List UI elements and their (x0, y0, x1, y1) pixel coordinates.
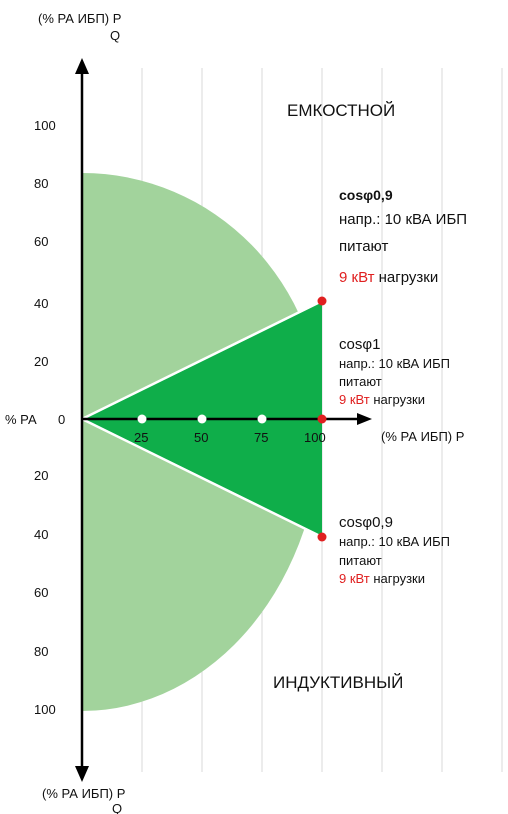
note-middle-line2: питают (339, 374, 382, 389)
y-axis-top-label-line1: (% РА ИБП) P (38, 11, 121, 26)
note-upper-line1: напр.: 10 кВА ИБП (339, 211, 467, 228)
y-axis-bottom-label-line2: Q (112, 801, 122, 814)
note-lower-rest: нагрузки (373, 571, 425, 586)
note-upper-head: cosφ0,9 (339, 187, 393, 203)
cosphi-line-upper (81, 299, 323, 421)
cosphi-line-lower (81, 417, 323, 539)
y-tick-upper-20: 20 (34, 354, 48, 369)
x-tick-50: 50 (194, 430, 208, 445)
marker-100 (317, 414, 327, 424)
note-lower-head: cosφ0,9 (339, 514, 393, 531)
region-capacitive: ЕМКОСТНОЙ (287, 101, 395, 120)
y-tick-lower-40: 40 (34, 527, 48, 542)
marker-lower-limit (317, 532, 327, 542)
note-upper-rest: нагрузки (379, 269, 439, 286)
note-upper-line2: питают (339, 238, 388, 255)
note-middle-rest: нагрузки (373, 392, 425, 407)
note-lower-line3: 9 кВт нагрузки (339, 571, 425, 586)
y-axis-arrow-up (75, 58, 89, 74)
note-middle-line3: 9 кВт нагрузки (339, 392, 425, 407)
note-lower-red: 9 кВт (339, 571, 370, 586)
note-middle-line1: напр.: 10 кВА ИБП (339, 356, 450, 371)
note-middle: cosφ1 напр.: 10 кВА ИБП питают 9 кВт наг… (339, 336, 450, 407)
x-tick-25: 25 (134, 430, 148, 445)
y-tick-lower-100: 100 (34, 702, 56, 717)
note-upper-red: 9 кВт (339, 269, 375, 286)
origin-label: % РА (5, 412, 37, 427)
note-middle-red: 9 кВт (339, 392, 370, 407)
marker-25 (137, 414, 147, 424)
x-axis-label: (% РА ИБП) P (381, 429, 464, 444)
y-tick-upper-40: 40 (34, 296, 48, 311)
marker-upper-limit (317, 296, 327, 306)
y-tick-lower-20: 20 (34, 468, 48, 483)
x-tick-75: 75 (254, 430, 268, 445)
note-upper-line3: 9 кВт нагрузки (339, 269, 438, 286)
y-tick-upper-80: 80 (34, 176, 48, 191)
marker-50 (197, 414, 207, 424)
note-middle-head: cosφ1 (339, 336, 380, 353)
y-axis-arrow-down (75, 766, 89, 782)
y-axis-top-label-line2: Q (110, 28, 120, 43)
y-tick-upper-60: 60 (34, 234, 48, 249)
y-tick-upper-100: 100 (34, 118, 56, 133)
origin-zero: 0 (58, 412, 65, 427)
x-tick-100: 100 (304, 430, 326, 445)
x-axis-arrow-right (357, 413, 372, 425)
note-upper: cosφ0,9 напр.: 10 кВА ИБП питают 9 кВт н… (339, 187, 467, 286)
note-lower: cosφ0,9 напр.: 10 кВА ИБП питают 9 кВт н… (339, 514, 450, 586)
y-tick-lower-80: 80 (34, 644, 48, 659)
y-tick-lower-60: 60 (34, 585, 48, 600)
note-lower-line1: напр.: 10 кВА ИБП (339, 534, 450, 549)
marker-75 (257, 414, 267, 424)
region-inductive: ИНДУКТИВНЫЙ (273, 673, 403, 692)
note-lower-line2: питают (339, 553, 382, 568)
y-axis-bottom-label-line1: (% РА ИБП) P (42, 786, 125, 801)
